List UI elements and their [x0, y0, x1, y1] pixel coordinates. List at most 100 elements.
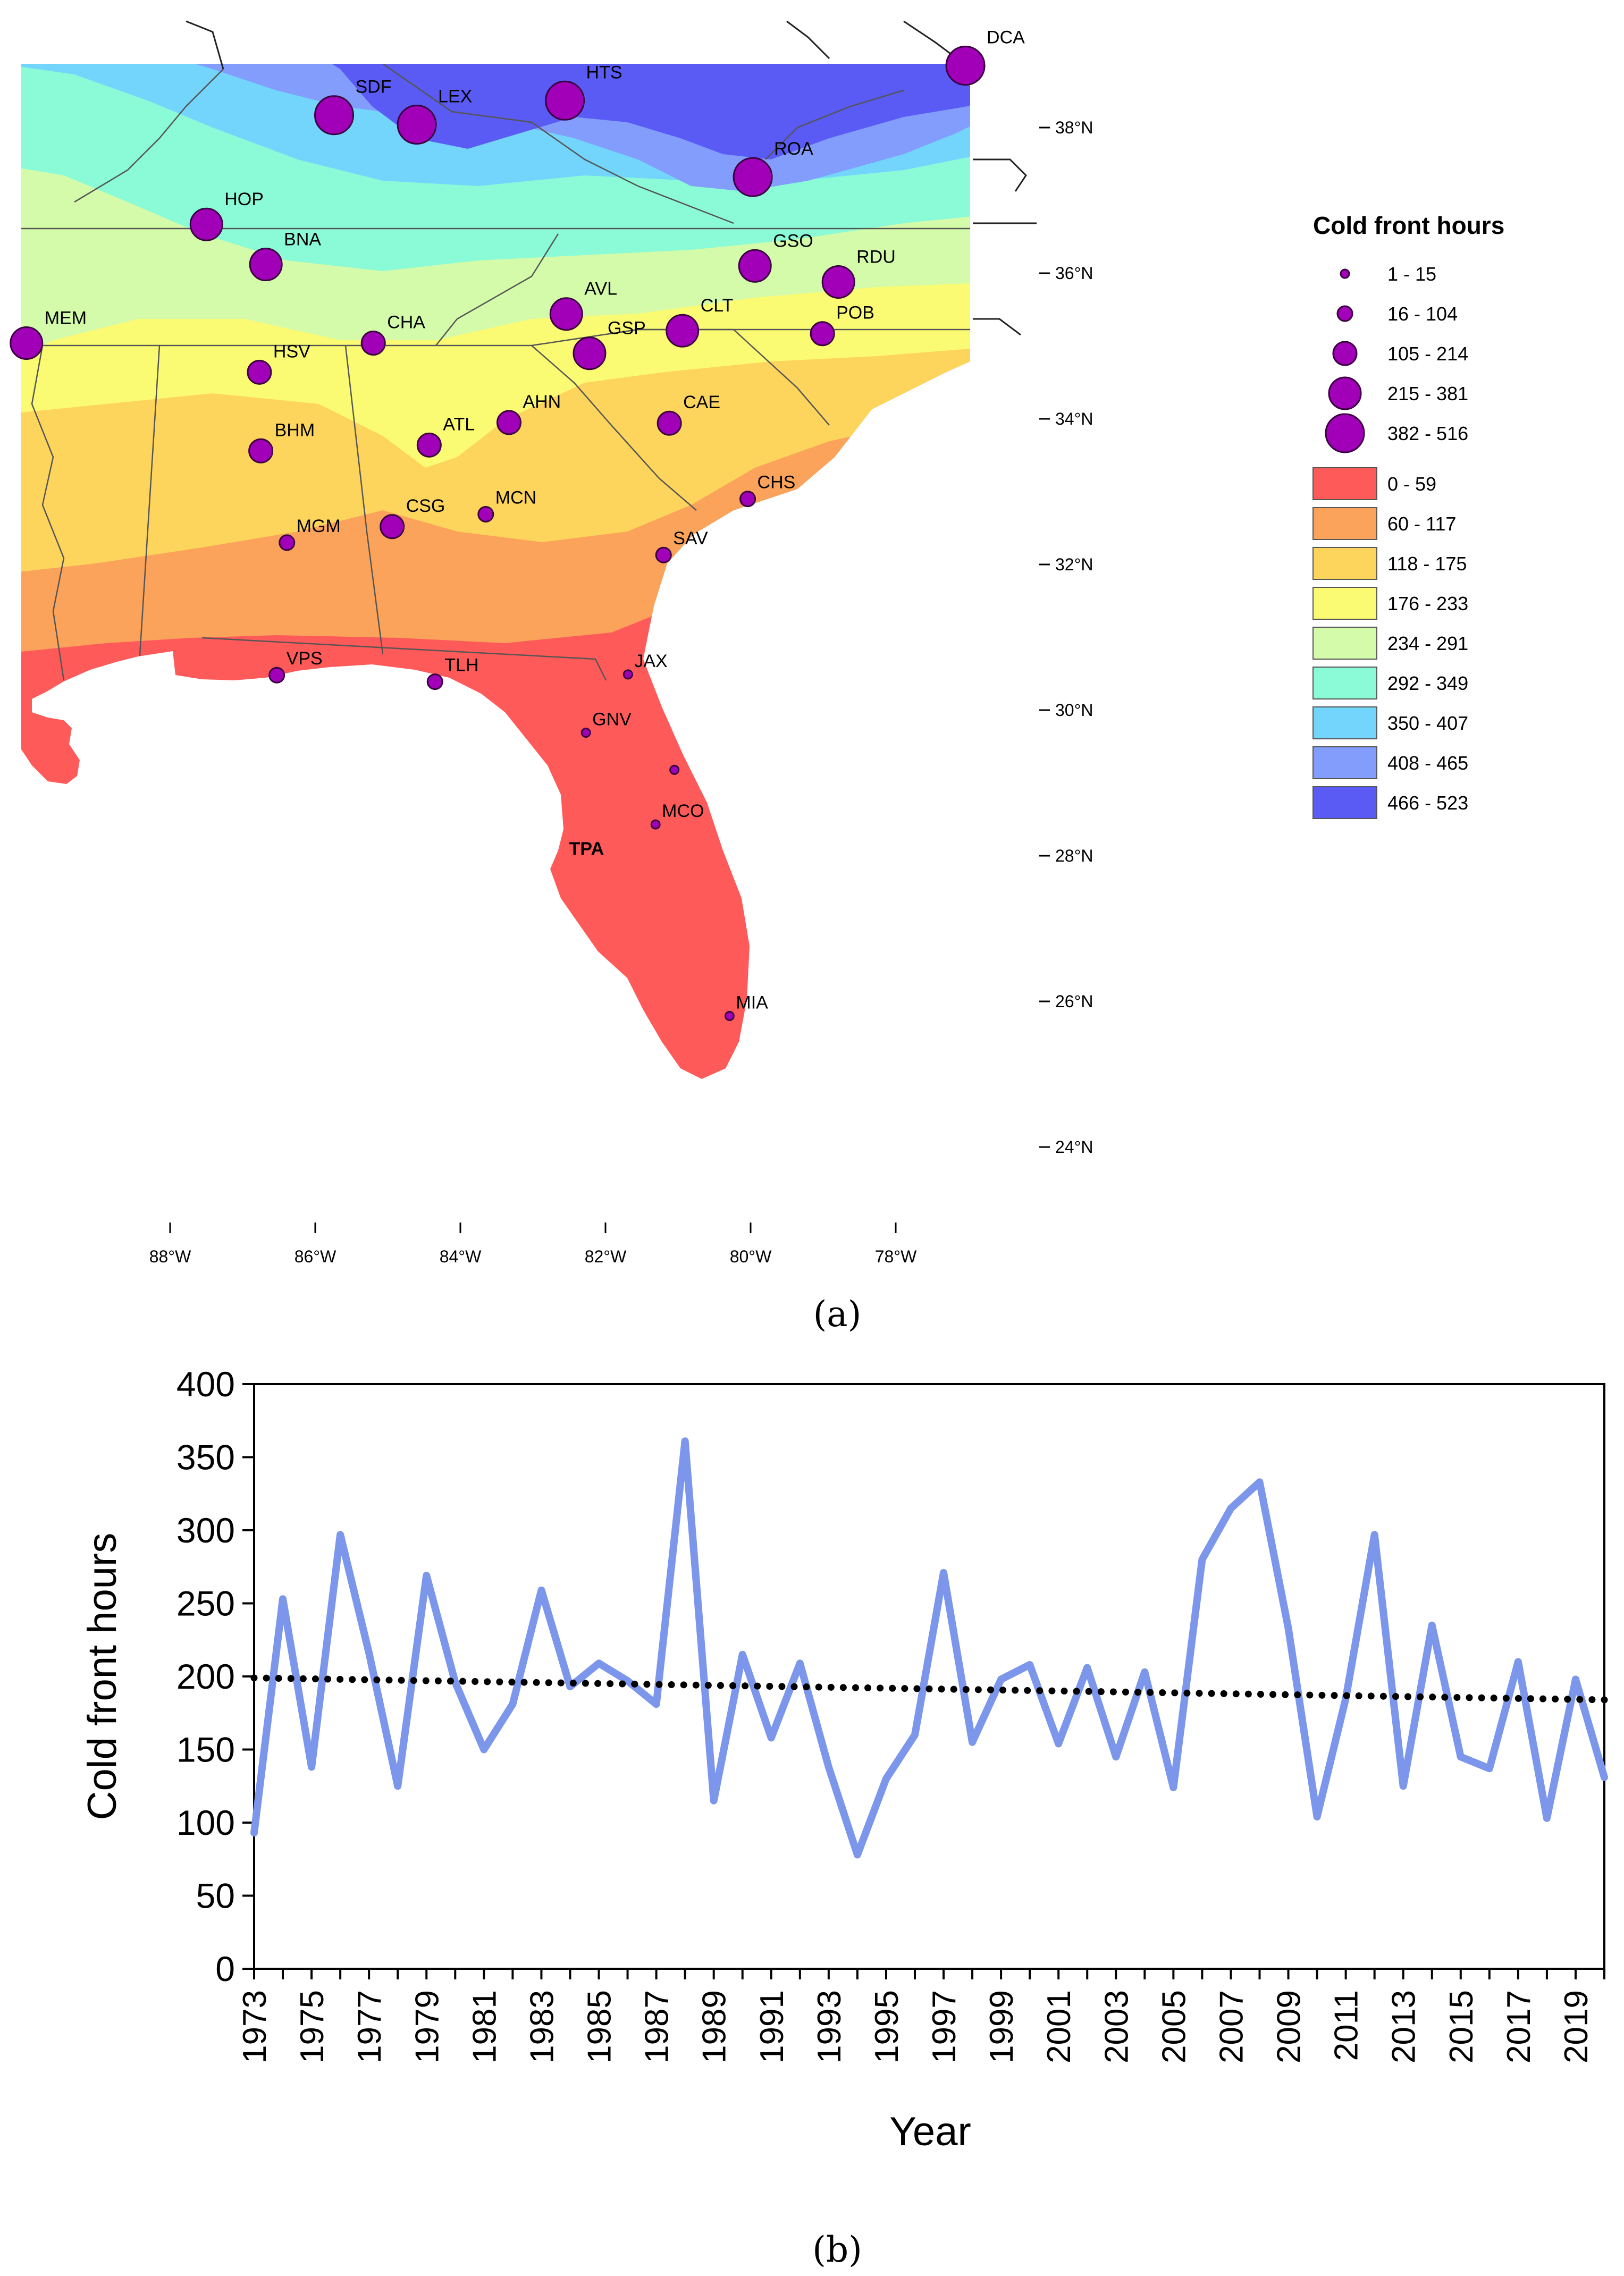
x-tick-label: 1987 [639, 1990, 676, 2063]
station-label: SAV [673, 528, 708, 549]
x-tick-label: 2017 [1501, 1990, 1537, 2063]
x-tick-label: 2009 [1271, 1990, 1308, 2063]
trend-dot [1564, 1696, 1571, 1703]
station-label: MIA [736, 992, 768, 1013]
y-axis: 0 50 100 150 200 250 300 350 400 [176, 1364, 254, 1988]
trend-dot [1331, 1692, 1338, 1699]
trend-dot [1514, 1695, 1522, 1702]
trend-dot [1527, 1695, 1534, 1702]
x-axis-title: Year [889, 2109, 971, 2154]
x-tick-label: 1993 [811, 1990, 848, 2063]
trend-dot [742, 1682, 749, 1690]
station-label: DCA [987, 28, 1025, 48]
station-marker [397, 105, 437, 145]
station-label: AHN [523, 392, 561, 412]
trend-dot [373, 1676, 381, 1683]
station-label: GNV [592, 709, 632, 729]
station-marker [650, 819, 661, 830]
x-tick-label: 1979 [409, 1990, 445, 2063]
station-marker [549, 297, 583, 331]
trend-dot [275, 1675, 282, 1682]
legend-circle [1332, 341, 1358, 366]
legend-swatch [1312, 587, 1377, 620]
trend-dot [889, 1684, 896, 1692]
station-marker [739, 491, 756, 508]
trend-dot [950, 1685, 957, 1693]
trend-dot [385, 1676, 393, 1684]
lat-tick-label: 24°N [1055, 1137, 1093, 1157]
station-marker [821, 265, 855, 299]
trend-dot [324, 1675, 332, 1683]
y-tick-label: 50 [196, 1876, 235, 1916]
trend-dot [1134, 1689, 1142, 1696]
trend-dot [1441, 1693, 1449, 1701]
trend-dot [557, 1679, 565, 1687]
trend-dot [361, 1676, 368, 1683]
station-label: AVL [584, 279, 617, 299]
trend-dot [533, 1679, 540, 1686]
panel-a-label: (a) [813, 1294, 862, 1335]
x-tick-label: 1983 [524, 1990, 560, 2063]
trend-dot [1539, 1695, 1547, 1702]
station-marker [268, 667, 285, 684]
legend-circle [1328, 376, 1362, 410]
x-tick-label: 2003 [1098, 1990, 1135, 2063]
trend-dot [668, 1681, 675, 1688]
station-label: RDU [856, 247, 896, 267]
station-marker [279, 534, 296, 551]
trend-dot [754, 1682, 761, 1690]
station-label: MCO [662, 801, 704, 821]
trend-dot [1355, 1692, 1362, 1699]
trend-dot [1466, 1694, 1473, 1701]
trend-dot [1417, 1693, 1424, 1700]
trend-dot [1159, 1689, 1166, 1696]
legend-circle-label: 382 - 516 [1387, 423, 1468, 444]
station-marker [248, 438, 274, 463]
station-marker [657, 410, 682, 436]
y-tick-label: 200 [176, 1657, 235, 1696]
trend-dot [1502, 1695, 1510, 1702]
trend-dot [1048, 1687, 1056, 1695]
band-466-523 [298, 64, 970, 159]
trend-dot [901, 1685, 908, 1692]
panel-b-label: (b) [812, 2229, 862, 2270]
trend-dot [336, 1675, 344, 1683]
legend-color-label: 292 - 349 [1387, 672, 1468, 694]
legend-color-label: 466 - 523 [1387, 792, 1468, 814]
legend-color-label: 408 - 465 [1387, 752, 1468, 774]
station-marker [655, 546, 672, 563]
trend-dot [643, 1681, 651, 1688]
trend-dot [422, 1677, 430, 1684]
trend-dot [778, 1683, 786, 1690]
station-label: VPS [287, 648, 323, 669]
station-marker [496, 410, 521, 435]
trend-dot [1318, 1691, 1326, 1699]
trend-dot [1244, 1690, 1252, 1698]
x-tick-label: 2019 [1558, 1990, 1595, 2063]
station-label: HOP [224, 189, 264, 209]
station-marker [380, 514, 405, 540]
trend-dot [1282, 1691, 1289, 1698]
trend-dot [1404, 1693, 1412, 1700]
trend-dot [496, 1678, 503, 1685]
lat-tick-label: 30°N [1055, 701, 1093, 720]
trend-dot [655, 1681, 663, 1688]
legend-circle-label: 1 - 15 [1387, 263, 1436, 285]
station-label: CAE [683, 392, 720, 412]
trend-dot [1269, 1691, 1277, 1698]
trend-dot [1294, 1691, 1301, 1699]
station-marker [360, 331, 386, 356]
x-tick-label: 2015 [1443, 1990, 1480, 2063]
x-tick-label: 1989 [696, 1990, 733, 2063]
station-marker [314, 95, 354, 136]
trend-dot [864, 1684, 872, 1691]
trend-dot [1306, 1691, 1314, 1699]
trend-dot [974, 1686, 982, 1693]
x-tick-label: 2001 [1041, 1990, 1078, 2063]
station-label: BNA [284, 230, 321, 250]
trend-dot [447, 1678, 454, 1685]
longitude-axis: 88°W 86°W 84°W 82°W 80°W 78°W [149, 1223, 917, 1266]
station-marker [249, 248, 283, 282]
series-line [250, 1437, 1608, 1859]
trend-dot [692, 1681, 700, 1689]
